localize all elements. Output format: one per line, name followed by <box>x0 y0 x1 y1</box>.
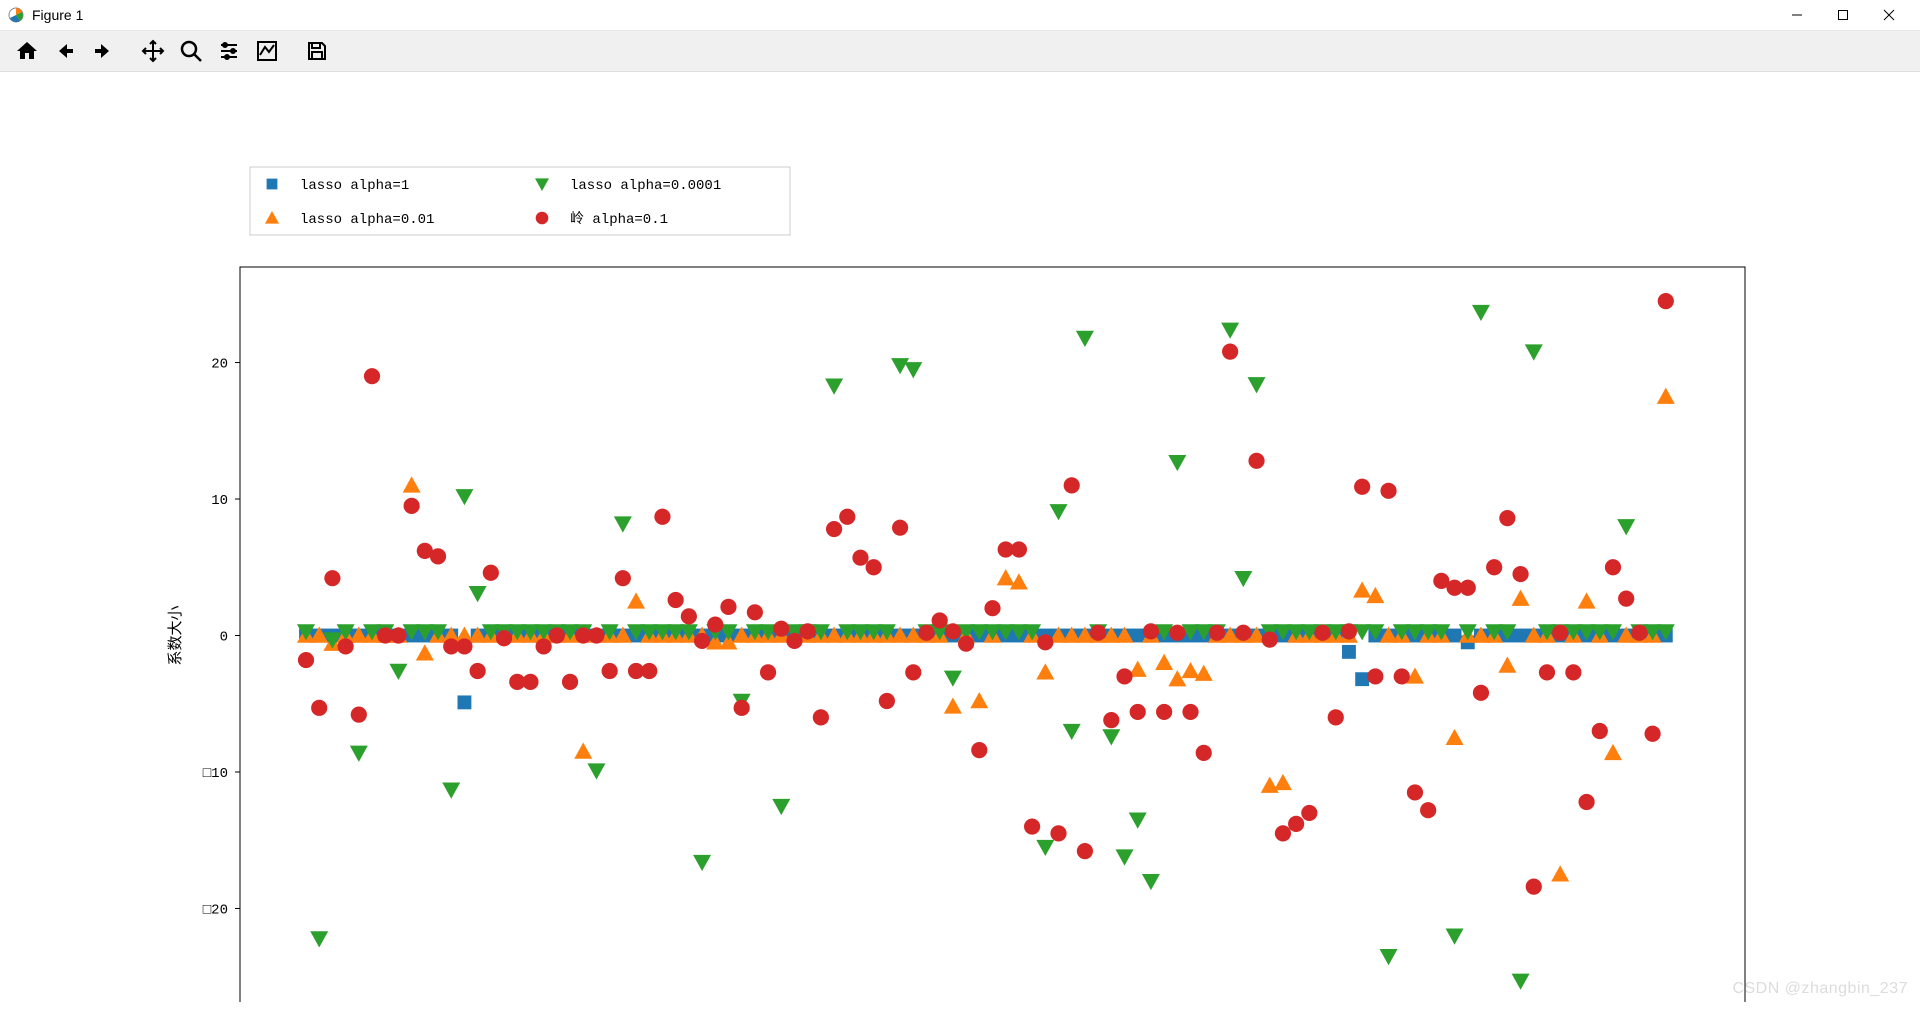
edit-axes-icon[interactable] <box>250 34 284 68</box>
maximize-button[interactable] <box>1820 0 1866 30</box>
matplotlib-app-icon <box>8 7 24 23</box>
legend: lasso alpha=1 lasso alpha=0.01 lasso alpha… <box>250 167 790 235</box>
configure-icon[interactable] <box>212 34 246 68</box>
svg-text:lasso alpha=1: lasso alpha=1 <box>300 178 409 194</box>
forward-icon[interactable] <box>86 34 120 68</box>
pan-icon[interactable] <box>136 34 170 68</box>
zoom-icon[interactable] <box>174 34 208 68</box>
save-icon[interactable] <box>300 34 334 68</box>
close-button[interactable] <box>1866 0 1912 30</box>
svg-text:lasso alpha=0.01: lasso alpha=0.01 <box>300 212 434 228</box>
window-titlebar: Figure 1 <box>0 0 1920 30</box>
back-icon[interactable] <box>48 34 82 68</box>
svg-text:lasso alpha=0.0001: lasso alpha=0.0001 <box>570 178 721 194</box>
minimize-button[interactable] <box>1774 0 1820 30</box>
mpl-toolbar <box>0 30 1920 72</box>
svg-text:系数大小: 系数大小 <box>167 605 185 665</box>
svg-text:□20: □20 <box>203 902 228 918</box>
svg-text:0: 0 <box>220 630 228 646</box>
figure-canvas[interactable]: 020406080100□20□1001020index系数大小lasso al… <box>0 72 1920 1002</box>
home-icon[interactable] <box>10 34 44 68</box>
svg-text:岭 alpha=0.1: 岭 alpha=0.1 <box>570 211 668 228</box>
svg-text:10: 10 <box>211 493 228 509</box>
scatter-chart: 020406080100□20□1001020index系数大小lasso al… <box>0 72 1920 1002</box>
window-title: Figure 1 <box>32 7 83 23</box>
svg-text:20: 20 <box>211 357 228 373</box>
svg-text:□10: □10 <box>203 766 228 782</box>
